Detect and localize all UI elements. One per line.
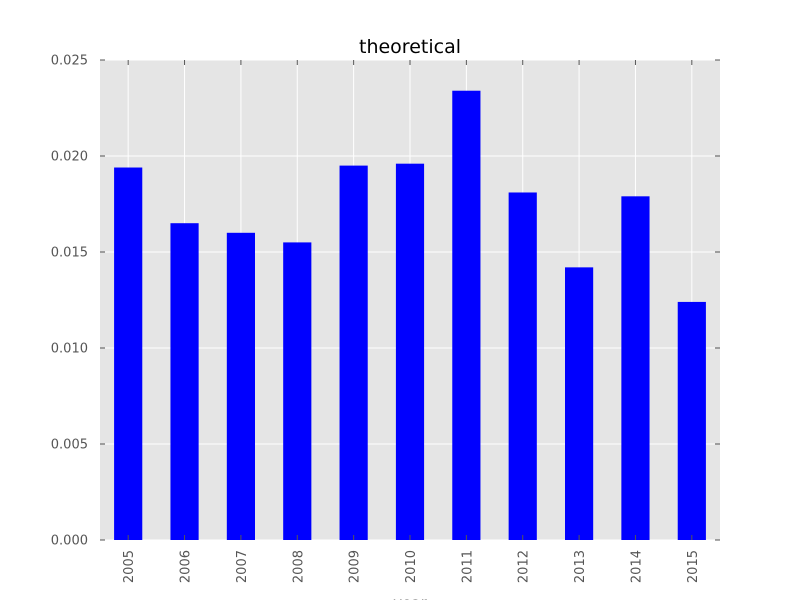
x-tick-label: 2006 — [179, 550, 194, 583]
ticks-layer — [100, 59, 720, 541]
bar — [283, 242, 312, 540]
x-tick-label: 2009 — [348, 550, 363, 583]
bars-layer — [114, 90, 706, 541]
x-axis-label: year — [393, 594, 427, 600]
x-tick-label: 2011 — [460, 550, 475, 583]
bar — [452, 90, 481, 540]
y-tick-label: 0.025 — [51, 54, 88, 69]
bar — [226, 232, 255, 541]
y-tick-label: 0.005 — [51, 438, 88, 453]
bar — [508, 192, 537, 541]
x-tick-label: 2005 — [122, 550, 137, 583]
bar — [114, 167, 143, 540]
x-tick-label: 2013 — [573, 550, 588, 583]
x-tick-label: 2007 — [235, 550, 250, 583]
x-tick-label: 2010 — [404, 550, 419, 583]
x-tick-label: 2008 — [291, 550, 306, 583]
chart-title: theoretical — [359, 36, 461, 58]
y-tick-label: 0.000 — [51, 534, 88, 549]
bar — [395, 163, 425, 540]
y-tick-label: 0.020 — [51, 150, 88, 165]
bar — [677, 301, 706, 540]
y-tick-label: 0.010 — [51, 342, 88, 357]
bar — [170, 223, 199, 540]
bar — [565, 267, 594, 540]
x-tick-label: 2014 — [629, 550, 644, 583]
x-tick-label: 2012 — [517, 550, 532, 583]
x-tick-label: 2015 — [686, 550, 701, 583]
y-tick-label: 0.015 — [51, 246, 88, 261]
bar — [621, 196, 650, 540]
labels-layer: 0.000 0.005 0.010 0.015 0.020 0.025 2005 2006 20… — [51, 54, 701, 584]
bar — [339, 165, 368, 540]
